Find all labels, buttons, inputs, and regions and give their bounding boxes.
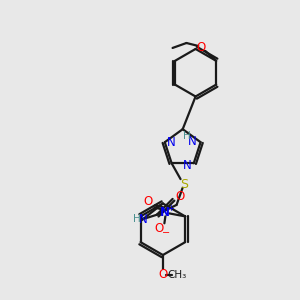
Text: N: N (139, 213, 147, 226)
Text: +: + (167, 204, 174, 213)
Text: O: O (197, 41, 206, 55)
Text: S: S (181, 178, 188, 190)
Text: CH₃: CH₃ (167, 270, 186, 280)
Text: N: N (167, 136, 176, 149)
Text: N: N (160, 206, 170, 219)
Text: −: − (162, 228, 170, 238)
Text: O: O (155, 222, 164, 235)
Text: O: O (158, 268, 167, 281)
Text: N: N (188, 135, 197, 148)
Text: O: O (175, 190, 184, 203)
Text: N: N (182, 159, 191, 172)
Text: H: H (183, 131, 190, 141)
Text: O: O (143, 195, 152, 208)
Text: H: H (133, 214, 141, 224)
